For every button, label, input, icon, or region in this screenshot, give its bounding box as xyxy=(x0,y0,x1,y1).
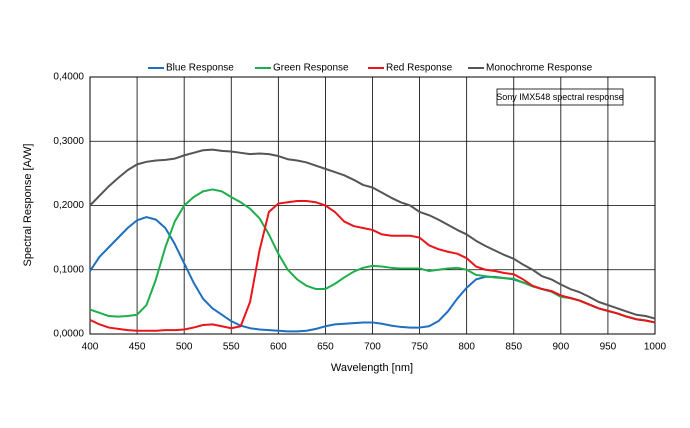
y-tick-label: 0,1000 xyxy=(53,264,84,275)
x-axis-label: Wavelength [nm] xyxy=(331,362,413,374)
legend-label: Monochrome Response xyxy=(486,63,593,74)
legend-label: Green Response xyxy=(273,63,349,74)
legend-label: Red Response xyxy=(386,63,453,74)
x-tick-label: 500 xyxy=(176,342,193,353)
x-tick-label: 400 xyxy=(82,342,99,353)
x-tick-label: 950 xyxy=(600,342,617,353)
x-tick-label: 600 xyxy=(270,342,287,353)
x-tick-label: 850 xyxy=(505,342,522,353)
x-tick-label: 550 xyxy=(223,342,240,353)
series-line xyxy=(89,188,656,324)
y-tick-label: 0,3000 xyxy=(53,136,84,147)
x-tick-label: 900 xyxy=(552,342,569,353)
x-tick-label: 700 xyxy=(364,342,381,353)
y-tick-label: 0,0000 xyxy=(53,329,84,340)
y-tick-label: 0,2000 xyxy=(53,200,84,211)
series-line xyxy=(89,200,656,332)
y-axis-label: Spectral Response [A/W] xyxy=(22,144,34,267)
x-tick-label: 1000 xyxy=(644,342,667,353)
annotation-box xyxy=(496,88,624,106)
legend-label: Blue Response xyxy=(166,63,234,74)
x-tick-label: 650 xyxy=(317,342,334,353)
annotation: Sony IMX548 spectral response xyxy=(496,92,624,102)
y-tick-label: 0,4000 xyxy=(53,72,84,83)
x-tick-label: 450 xyxy=(129,342,146,353)
x-tick-label: 750 xyxy=(411,342,428,353)
series-line xyxy=(89,148,656,320)
x-tick-label: 800 xyxy=(458,342,475,353)
